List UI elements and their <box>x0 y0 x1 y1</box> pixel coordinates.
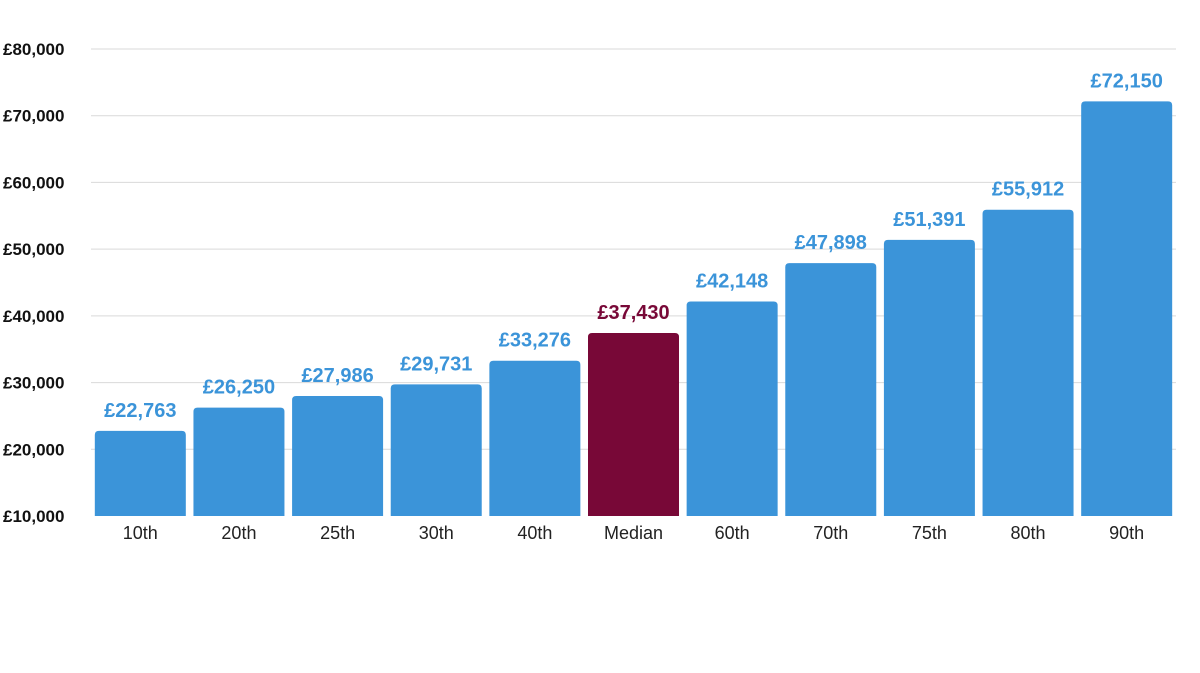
bar <box>390 384 482 516</box>
x-tick-label: 40th <box>517 523 552 543</box>
x-tick-label: 30th <box>419 523 454 543</box>
bar-value-labels: £22,763 £26,250 £27,986 £29,731 £33,276 £37,4… <box>104 70 1163 421</box>
x-tick-label: 10th <box>123 523 158 543</box>
x-tick-label: 80th <box>1011 523 1046 543</box>
bar-value-label: £27,986 <box>301 365 373 387</box>
x-tick-label: 20th <box>221 523 256 543</box>
y-tick-label: £10,000 <box>3 507 64 526</box>
bar-value-label: £55,912 <box>992 179 1064 201</box>
bar <box>489 360 581 516</box>
bar <box>94 430 186 516</box>
bar-value-label: £51,391 <box>893 209 965 231</box>
x-tick-label: 90th <box>1109 523 1144 543</box>
bar-value-label: £72,150 <box>1091 70 1163 92</box>
y-tick-label: £70,000 <box>3 107 64 126</box>
bar-value-label: £26,250 <box>203 377 275 399</box>
bar <box>292 396 384 516</box>
y-axis-tick-labels: £10,000 £20,000 £30,000 £40,000 £50,000 £60,0… <box>3 40 64 526</box>
y-tick-label: £60,000 <box>3 173 64 192</box>
x-tick-label: 25th <box>320 523 355 543</box>
bar-value-label: £33,276 <box>499 330 571 352</box>
y-tick-label: £30,000 <box>3 374 64 393</box>
gridlines <box>91 48 1176 450</box>
bars <box>94 101 1173 517</box>
bar <box>686 301 778 516</box>
y-tick-label: £40,000 <box>3 307 64 326</box>
y-tick-label: £20,000 <box>3 440 64 459</box>
y-tick-label: £80,000 <box>3 40 64 59</box>
bar-value-label: £29,731 <box>400 353 472 375</box>
bar-value-label: £22,763 <box>104 400 176 422</box>
bar-value-label: £42,148 <box>696 271 768 293</box>
x-tick-label: 70th <box>813 523 848 543</box>
bar-median <box>588 333 679 516</box>
bar <box>982 209 1074 517</box>
x-tick-label: 75th <box>912 523 947 543</box>
x-tick-label: 60th <box>715 523 750 543</box>
y-tick-label: £50,000 <box>3 240 64 259</box>
bar <box>785 263 877 516</box>
bar-value-label: £37,430 <box>597 302 669 324</box>
bar <box>193 407 285 516</box>
bar <box>883 239 975 516</box>
bar-value-label: £47,898 <box>795 232 867 254</box>
bar <box>1081 101 1173 516</box>
x-axis-tick-labels: 10th 20th 25th 30th 40th Median 60th 70th 75th 80… <box>123 523 1144 543</box>
x-tick-label: Median <box>604 523 663 543</box>
